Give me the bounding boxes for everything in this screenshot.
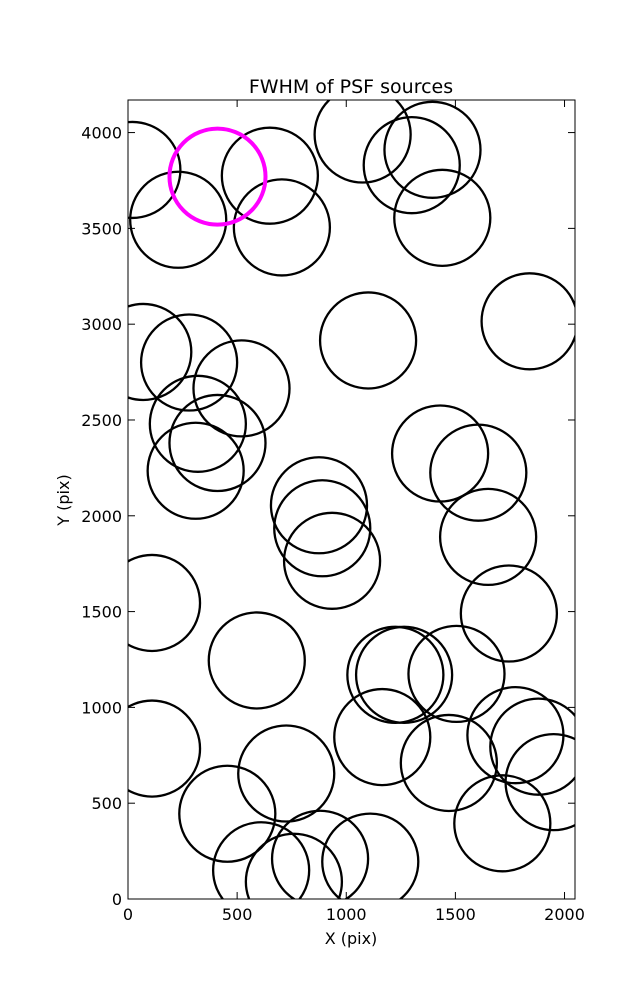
source-circle-5 bbox=[362, 115, 461, 215]
source-circle-26 bbox=[346, 625, 445, 724]
y-tick-label: 2000 bbox=[81, 507, 122, 526]
source-circle-28 bbox=[128, 699, 202, 798]
source-circle-35 bbox=[178, 764, 277, 863]
source-circle-27 bbox=[354, 625, 454, 724]
source-circle-23 bbox=[459, 564, 559, 663]
source-circle-33 bbox=[504, 732, 575, 832]
x-tick-label: 0 bbox=[123, 905, 133, 924]
source-circle-11 bbox=[139, 313, 239, 412]
x-axis: 0 500 1000 1500 2000 bbox=[123, 100, 585, 924]
source-circle-21 bbox=[282, 511, 382, 610]
chart-marks bbox=[128, 100, 575, 899]
source-circle-8 bbox=[480, 272, 575, 371]
y-tick-label: 500 bbox=[91, 794, 122, 813]
source-circle-12 bbox=[192, 339, 291, 438]
source-circle-32 bbox=[489, 697, 575, 796]
y-tick-label: 4000 bbox=[81, 124, 122, 143]
source-circle-25 bbox=[407, 624, 506, 724]
source-circle-34 bbox=[237, 724, 336, 823]
y-tick-label: 0 bbox=[112, 890, 122, 909]
source-circle-4 bbox=[313, 100, 412, 184]
source-circle-2 bbox=[220, 126, 320, 225]
source-circle-17 bbox=[429, 423, 528, 522]
y-tick-label: 3500 bbox=[81, 219, 122, 238]
source-circle-39 bbox=[321, 812, 420, 899]
source-circle-38 bbox=[270, 809, 370, 899]
source-circle-37 bbox=[211, 821, 311, 899]
y-axis: 0 500 1000 1500 2000 2500 3000 3500 4000 bbox=[81, 124, 575, 909]
source-circle-9 bbox=[318, 291, 418, 390]
plot-frame bbox=[127, 99, 576, 900]
x-tick-label: 500 bbox=[222, 905, 253, 924]
source-circle-30 bbox=[399, 713, 499, 813]
y-axis-label: Y (pix) bbox=[54, 474, 73, 526]
source-circle-7 bbox=[393, 168, 492, 268]
y-tick-label: 3000 bbox=[81, 315, 122, 334]
source-circle-24 bbox=[207, 611, 306, 710]
source-circle-22 bbox=[128, 553, 202, 653]
x-tick-label: 1500 bbox=[435, 905, 476, 924]
x-axis-label: X (pix) bbox=[325, 929, 378, 948]
y-tick-label: 1500 bbox=[81, 603, 122, 622]
source-circle-36 bbox=[453, 774, 552, 873]
source-circle-0 bbox=[128, 120, 182, 220]
y-tick-label: 1000 bbox=[81, 698, 122, 717]
source-circle-18 bbox=[438, 487, 538, 587]
source-circle-19 bbox=[269, 456, 369, 555]
source-circle-3 bbox=[232, 178, 332, 277]
source-circle-6 bbox=[383, 100, 482, 199]
source-circle-20 bbox=[273, 479, 372, 578]
source-circle-14 bbox=[168, 393, 267, 493]
source-circle-10 bbox=[128, 302, 193, 402]
source-circle-29 bbox=[333, 687, 432, 787]
highlighted-source-circle-0 bbox=[167, 126, 268, 227]
x-tick-label: 1000 bbox=[326, 905, 367, 924]
source-circle-13 bbox=[148, 374, 248, 473]
y-tick-label: 2500 bbox=[81, 411, 122, 430]
source-circle-15 bbox=[146, 421, 245, 520]
source-circle-16 bbox=[390, 404, 490, 503]
source-circle-1 bbox=[129, 170, 228, 269]
source-circle-40 bbox=[244, 832, 344, 899]
x-tick-label: 2000 bbox=[544, 905, 585, 924]
chart-title: FWHM of PSF sources bbox=[249, 76, 453, 98]
